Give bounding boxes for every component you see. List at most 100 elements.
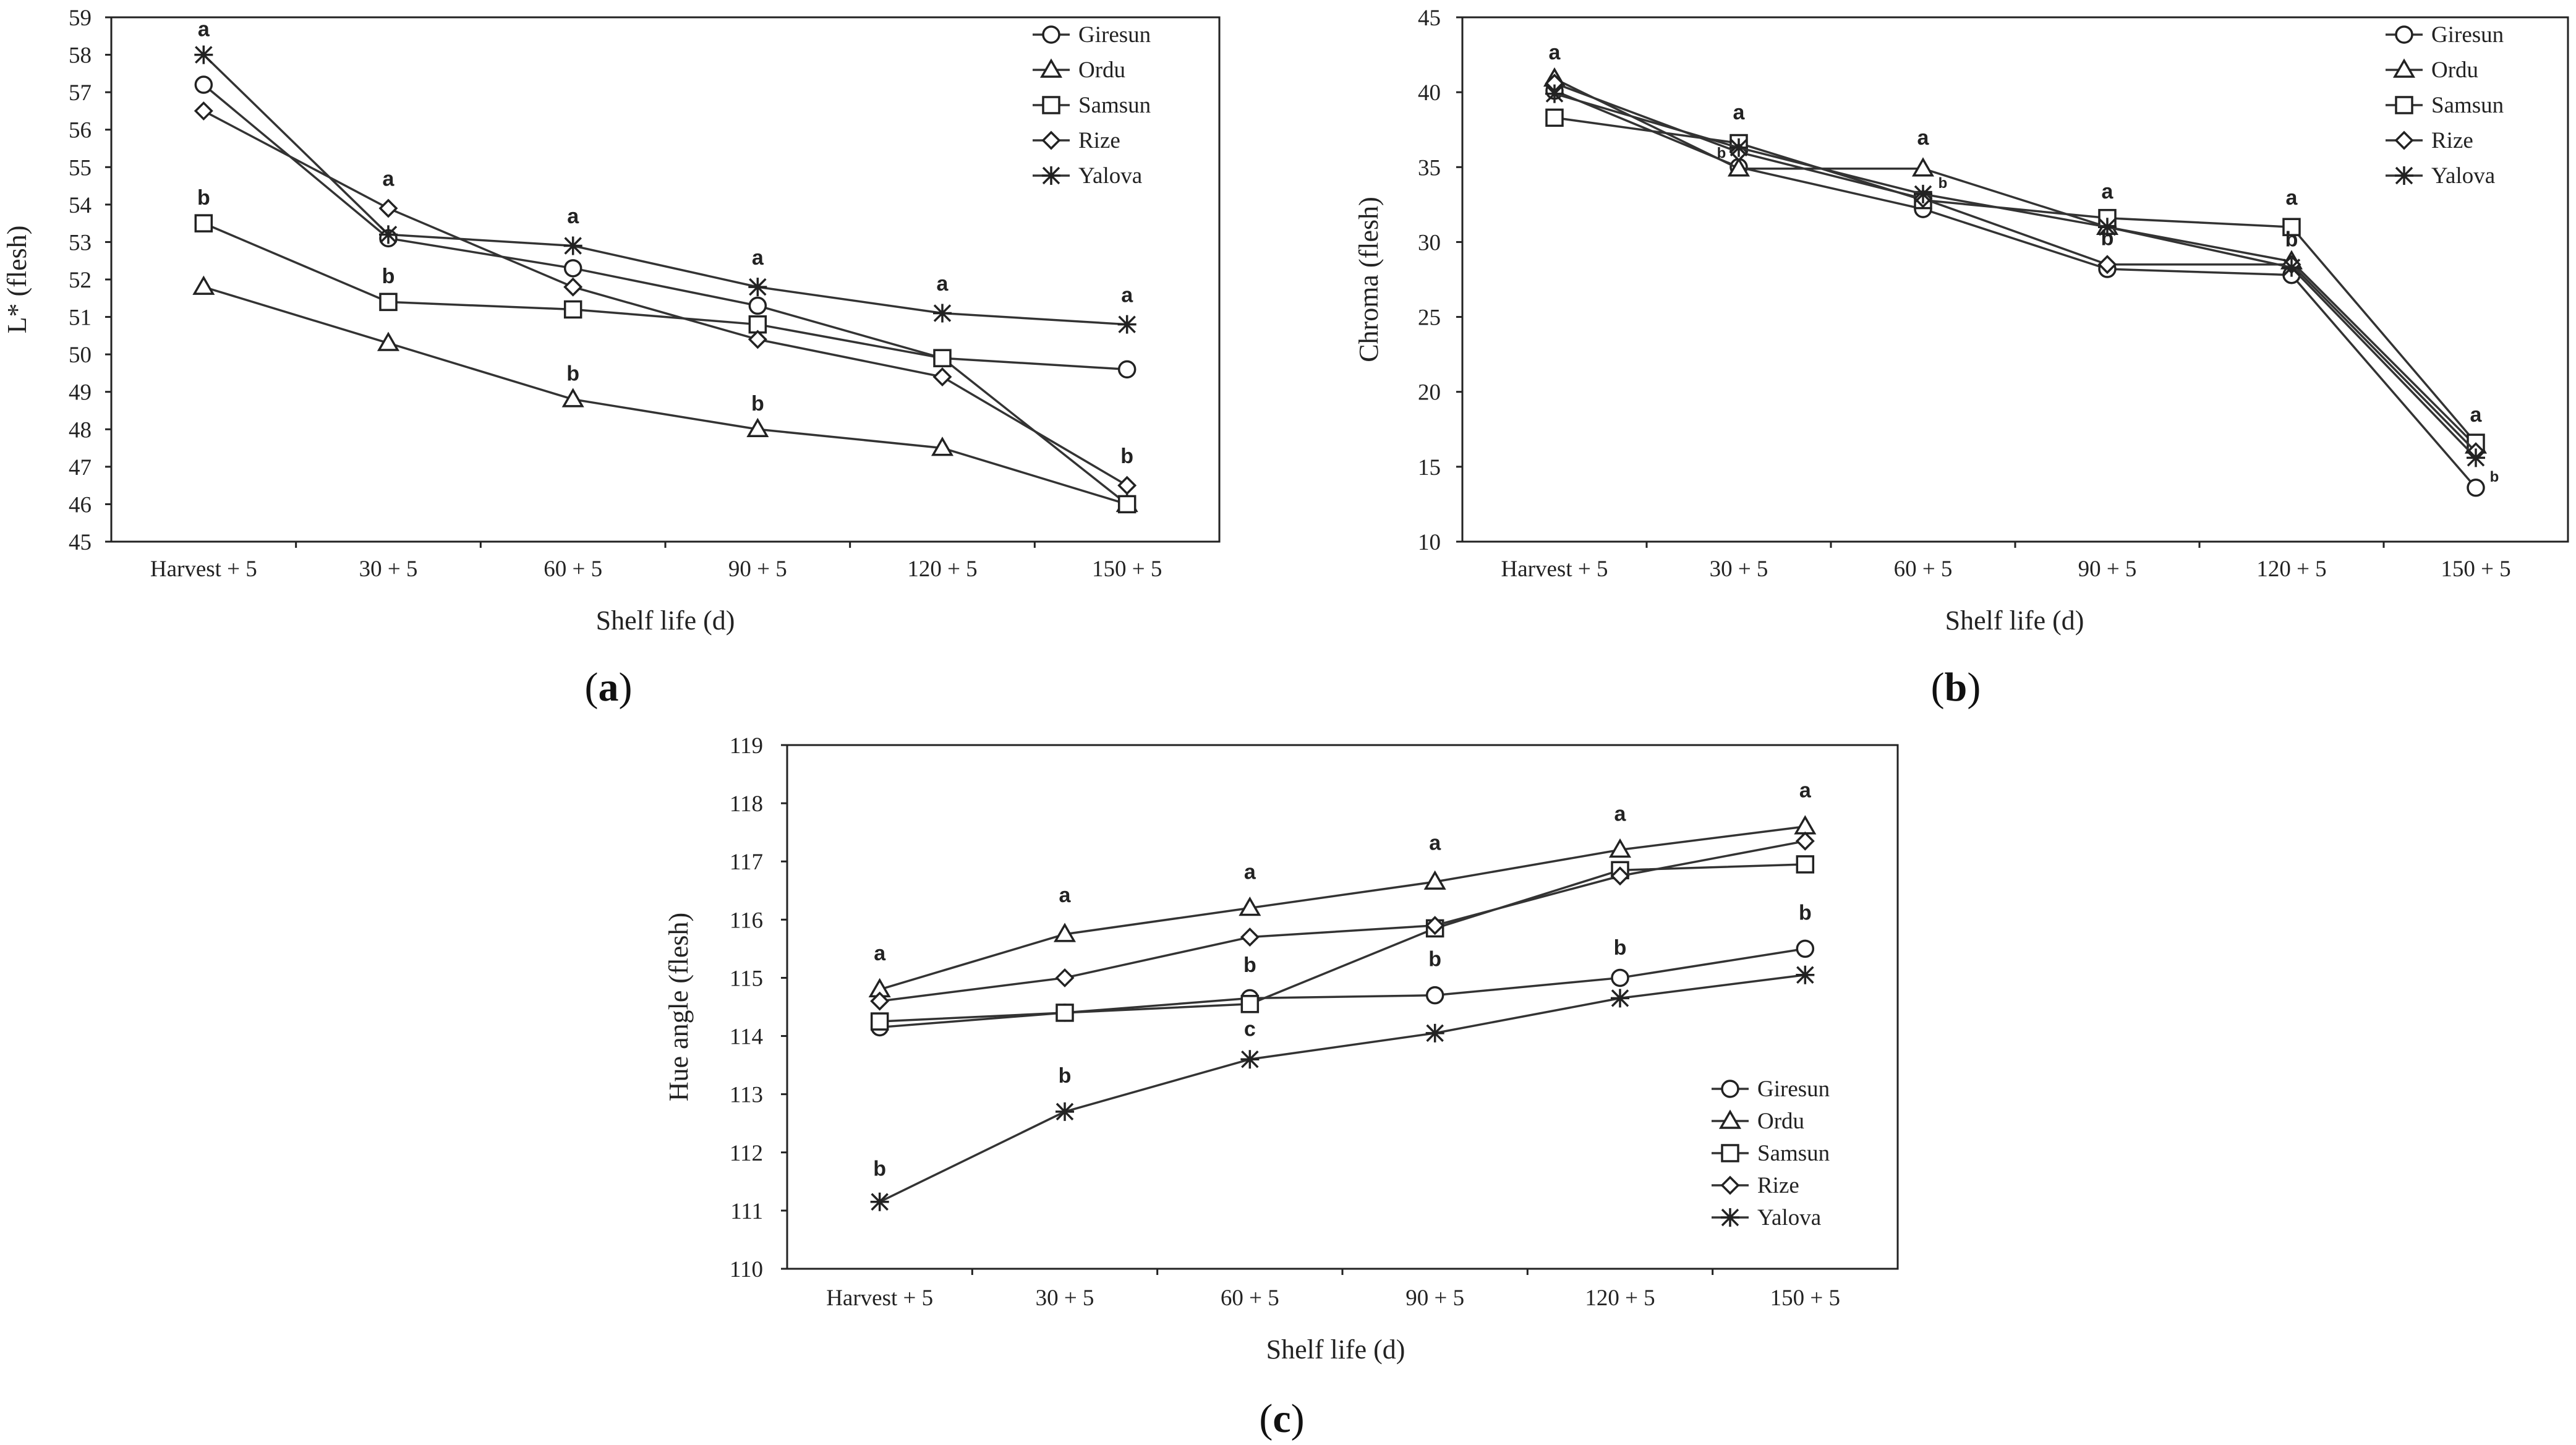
y-tick-label: 30 (1418, 230, 1441, 255)
x-axis-title: Shelf life (d) (596, 605, 735, 636)
legend-marker (1042, 25, 1060, 44)
data-point (378, 198, 398, 218)
y-tick-label: 48 (69, 417, 92, 443)
x-axis-title: Shelf life (d) (1266, 1334, 1405, 1365)
y-tick-label: 113 (730, 1083, 763, 1108)
legend-marker (1721, 1144, 1739, 1162)
series-line (1554, 92, 2477, 459)
x-tick-label: 90 + 5 (1405, 1285, 1464, 1311)
data-point (1056, 1004, 1074, 1022)
significance-letter: a (1917, 126, 1930, 150)
significance-letter: b (1799, 901, 1812, 924)
legend-marker (2395, 166, 2413, 185)
data-point (2467, 448, 2485, 467)
y-tick-label: 116 (730, 908, 763, 933)
data-point (1727, 157, 1751, 177)
significance-letter: a (1549, 41, 1561, 64)
significance-letter: b (1428, 948, 1441, 971)
y-tick-label: 51 (69, 305, 92, 331)
chart-panel-b: 10 15 20 25 30 35 40 45 Harvest + 5 30 + 5 60 + 5 9… (1354, 6, 2569, 710)
series-line (879, 840, 1806, 1002)
data-point (194, 214, 213, 232)
data-point (748, 330, 767, 349)
data-point (1240, 995, 1260, 1013)
data-point (194, 75, 213, 94)
y-tick-label: 55 (69, 155, 92, 181)
data-point (746, 417, 769, 438)
y-tick-label: 50 (69, 343, 92, 368)
data-point (563, 300, 582, 319)
plot-frame (110, 16, 1221, 543)
series-samsun (1545, 108, 2485, 452)
significance-letter: a (874, 942, 886, 965)
significance-letter: b (1614, 936, 1627, 960)
chart-panel-c: 110 111 112 113 114 115 116 117 118 119 Harvest + … (663, 733, 1899, 1441)
data-point (1796, 855, 1815, 874)
legend-marker (1039, 58, 1063, 78)
series-line (203, 54, 1127, 326)
series-ordu (868, 815, 1817, 998)
y-tick-label: 45 (1418, 6, 1441, 31)
data-point (870, 1012, 889, 1031)
data-point (1240, 1050, 1260, 1069)
series-rize (194, 101, 1137, 495)
y-tick-label: 56 (69, 118, 92, 143)
legend-entry: Giresun (2431, 22, 2504, 48)
data-point (933, 349, 952, 367)
significance-letter: b (873, 1157, 886, 1180)
legend-entry: Rize (1078, 128, 1120, 153)
significance-letter: a (1429, 831, 1441, 855)
data-point (194, 45, 213, 64)
y-tick-label: 47 (69, 455, 92, 480)
data-point (870, 1192, 889, 1211)
y-tick-label: 35 (1418, 155, 1441, 181)
data-point (933, 304, 952, 323)
data-point (2282, 218, 2301, 236)
x-tick-label: 120 + 5 (1585, 1285, 1655, 1311)
panel-letter: c (1273, 1396, 1290, 1441)
data-point (1117, 495, 1137, 514)
data-point (1055, 968, 1075, 987)
series-line (1554, 77, 2477, 447)
series-line (879, 974, 1806, 1203)
data-point (379, 292, 398, 312)
data-point (1911, 157, 1935, 177)
y-tick-label: 46 (69, 492, 92, 518)
data-point (2097, 255, 2117, 275)
series-rize (870, 831, 1815, 1011)
significance-letter: a (1799, 779, 1812, 803)
significance-letter: a (1121, 283, 1133, 307)
legend-entry: Yalova (1078, 163, 1142, 189)
series-line (203, 286, 1128, 506)
y-tick-label: 15 (1418, 455, 1441, 480)
y-tick-label: 118 (730, 791, 763, 817)
y-tick-label: 54 (69, 193, 92, 218)
y-tick-label: 115 (730, 966, 763, 991)
legend-marker (1042, 166, 1060, 185)
significance-letter: b (1938, 175, 1948, 192)
data-point (561, 388, 584, 407)
data-point (1608, 838, 1632, 858)
data-point (1117, 475, 1137, 495)
legend-marker (1041, 130, 1061, 150)
x-tick-label: 150 + 5 (2441, 556, 2510, 582)
legend-marker (2395, 96, 2413, 114)
data-point (1729, 138, 1748, 157)
data-point (1796, 965, 1815, 984)
series-line (879, 825, 1806, 991)
y-tick-label: 112 (730, 1141, 763, 1166)
legend: Giresun Ordu Samsun Rize Yalova (1033, 22, 1151, 189)
y-tick-label: 25 (1418, 305, 1441, 331)
y-tick-label: 111 (730, 1199, 763, 1224)
data-point (1794, 815, 1817, 835)
significance-letter: a (752, 246, 764, 270)
data-point (1117, 360, 1137, 379)
panel-label: (b) (1931, 665, 1981, 710)
y-tick-label: 40 (1418, 80, 1441, 106)
legend-marker (1720, 1175, 1740, 1195)
legend-entry: Samsun (1078, 93, 1151, 118)
data-point (1423, 870, 1446, 890)
data-point (377, 331, 400, 351)
x-tick-label: 150 + 5 (1770, 1285, 1840, 1311)
data-point (563, 259, 582, 278)
